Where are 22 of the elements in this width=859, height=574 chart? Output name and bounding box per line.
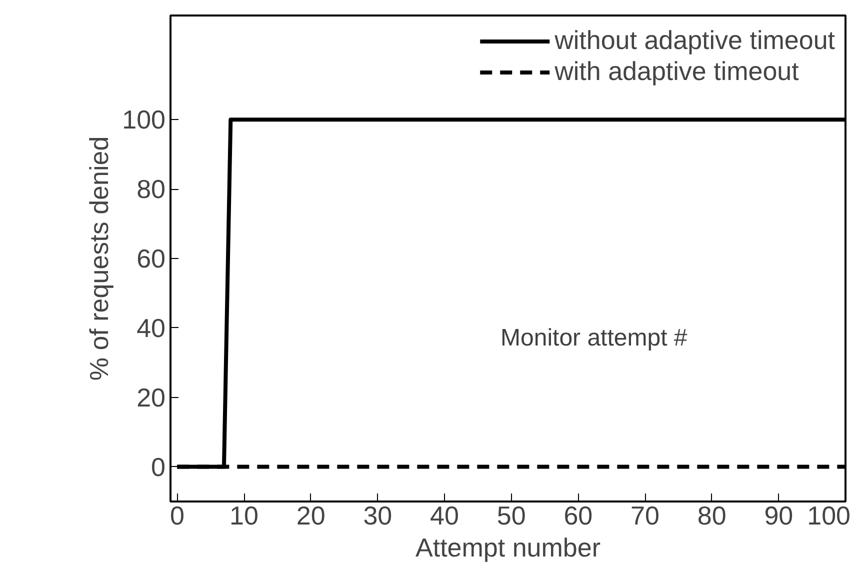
legend-label: with adaptive timeout	[554, 56, 799, 87]
y-tick-label: 100	[122, 104, 166, 135]
x-tick-label: 100	[807, 500, 851, 530]
x-axis-title: Attempt number	[416, 532, 601, 562]
annotation: Monitor attempt #	[500, 324, 688, 352]
x-tick-label: 0	[170, 500, 184, 530]
x-tick-label: 50	[496, 500, 526, 530]
x-tick-label: 40	[430, 500, 459, 530]
x-tick-label: 60	[564, 500, 593, 530]
x-tick-label: 80	[697, 500, 726, 530]
x-tick-label: 70	[630, 500, 660, 530]
y-tick-label: 80	[136, 174, 166, 204]
x-tick-label: 90	[764, 500, 794, 530]
x-tick-label: 20	[296, 500, 326, 530]
legend-label: without adaptive timeout	[554, 25, 835, 56]
y-tick-label: 20	[136, 382, 166, 412]
x-tick-label: 10	[230, 500, 258, 530]
y-axis-title: % of requests denied	[84, 136, 114, 381]
y-tick-label: 40	[136, 312, 166, 343]
y-tick-label: 60	[136, 244, 166, 274]
y-tick-label: 0	[151, 452, 166, 482]
x-tick-label: 30	[363, 500, 392, 530]
